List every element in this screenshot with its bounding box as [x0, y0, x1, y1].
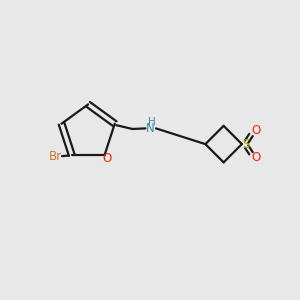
Text: Br: Br [49, 150, 62, 163]
Text: N: N [146, 122, 155, 136]
Text: H: H [148, 117, 156, 127]
Text: O: O [102, 152, 111, 165]
Text: O: O [252, 151, 261, 164]
Text: S: S [243, 138, 250, 151]
Text: O: O [252, 124, 261, 137]
